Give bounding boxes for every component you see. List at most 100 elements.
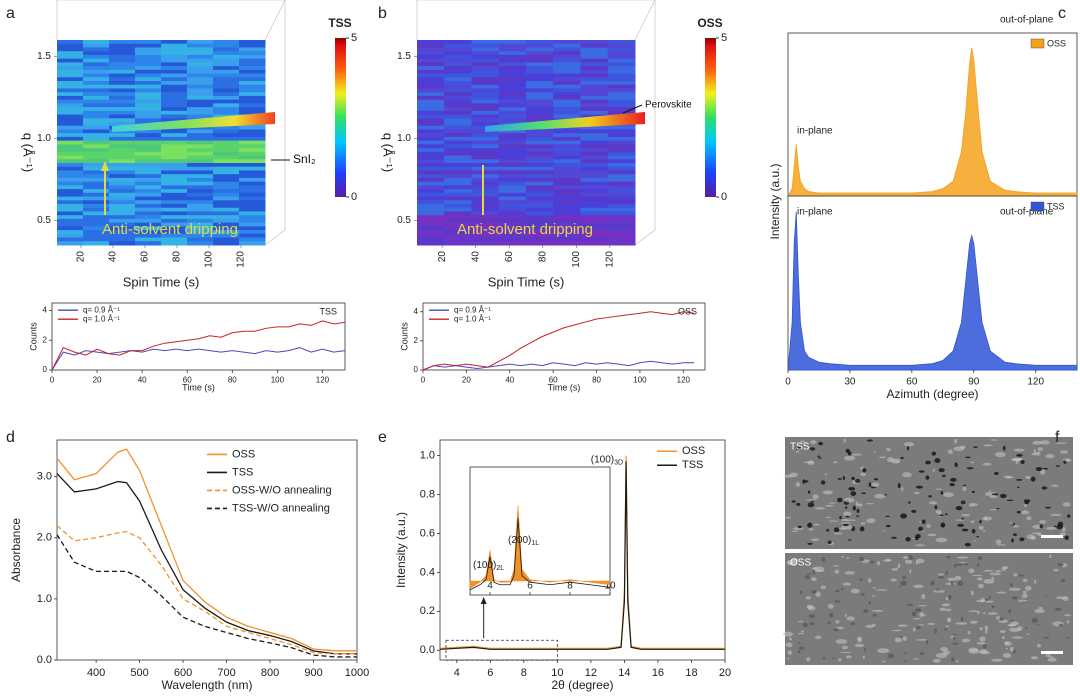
surface-cell bbox=[553, 207, 581, 212]
surface-cell bbox=[213, 174, 240, 179]
surface-cell bbox=[580, 215, 609, 220]
image-grain bbox=[955, 519, 966, 521]
image-grain bbox=[795, 450, 800, 453]
surface-cell bbox=[187, 207, 214, 212]
surface-cell bbox=[526, 144, 554, 149]
image-grain bbox=[885, 558, 892, 561]
image-grain bbox=[935, 653, 948, 659]
surface-cell bbox=[239, 148, 266, 153]
y-axis-label: Absorbance bbox=[9, 518, 23, 582]
surface-cell bbox=[417, 129, 445, 134]
annotation-subscript: 3D bbox=[614, 460, 623, 467]
image-grain bbox=[829, 612, 834, 618]
surface-cell bbox=[83, 66, 110, 71]
surface-cell bbox=[553, 66, 581, 71]
surface-cell bbox=[135, 233, 162, 239]
surface-cell bbox=[161, 177, 188, 183]
image-grain bbox=[840, 556, 845, 558]
surface-cell bbox=[57, 215, 84, 220]
surface-cell bbox=[417, 215, 445, 220]
surface-cell bbox=[607, 241, 636, 246]
surface-cell bbox=[161, 81, 188, 86]
surface-cell bbox=[526, 51, 554, 56]
surface-cell bbox=[444, 122, 472, 127]
image-grain bbox=[1035, 466, 1043, 472]
surface-cell bbox=[239, 200, 266, 205]
surface-cell bbox=[444, 204, 472, 209]
legend-label: TSS-W/O annealing bbox=[232, 502, 330, 514]
surface-cell bbox=[135, 174, 162, 179]
surface-cell bbox=[109, 237, 136, 242]
surface-cell bbox=[83, 166, 110, 171]
image-grain bbox=[885, 515, 890, 517]
image-grain bbox=[897, 624, 909, 627]
image-grain bbox=[939, 607, 946, 611]
annotation-arrow bbox=[622, 104, 643, 114]
surface-cell bbox=[498, 40, 527, 45]
surface-cell bbox=[526, 204, 554, 209]
image-grain bbox=[1023, 499, 1031, 503]
image-grain bbox=[842, 475, 845, 481]
surface-cell bbox=[135, 226, 162, 231]
surface-cell bbox=[187, 77, 214, 82]
image-grain bbox=[1053, 525, 1057, 528]
surface-cell bbox=[213, 222, 240, 227]
image-grain bbox=[925, 639, 929, 645]
surface-cell bbox=[239, 95, 266, 101]
surface-cell bbox=[607, 185, 636, 190]
surface-cell bbox=[526, 54, 554, 60]
image-grain bbox=[837, 477, 842, 480]
surface-cell bbox=[213, 92, 240, 97]
surface-cell bbox=[580, 211, 609, 216]
legend-label: q= 1.0 Å⁻¹ bbox=[83, 314, 120, 323]
surface-cell bbox=[57, 241, 84, 246]
image-grain bbox=[916, 485, 923, 489]
surface-cell bbox=[239, 159, 266, 164]
surface-cell bbox=[607, 133, 636, 138]
image-grain bbox=[900, 456, 904, 460]
surface bbox=[416, 0, 656, 246]
surface-cell bbox=[471, 148, 500, 153]
image-grain bbox=[912, 618, 922, 620]
surface-cell bbox=[526, 211, 554, 216]
surface-cell bbox=[580, 136, 609, 142]
image-grain bbox=[847, 451, 852, 456]
surface-cell bbox=[83, 136, 110, 142]
surface-cell bbox=[161, 107, 188, 112]
surface-cell bbox=[553, 140, 581, 145]
surface-cell bbox=[187, 114, 214, 119]
image-grain bbox=[887, 653, 895, 659]
surface-cell bbox=[417, 185, 445, 190]
surface-cell bbox=[444, 66, 472, 71]
surface-cell bbox=[213, 136, 240, 142]
surface-cell bbox=[187, 174, 214, 179]
surface-cell bbox=[444, 107, 472, 112]
x-tick-label: 600 bbox=[174, 667, 192, 679]
surface-cell bbox=[57, 133, 84, 138]
surface-cell bbox=[580, 185, 609, 190]
surface-cell bbox=[109, 144, 136, 149]
surface-cell bbox=[135, 40, 162, 45]
image-grain bbox=[969, 620, 978, 624]
image-grain bbox=[907, 445, 910, 451]
x-tick-label: 80 bbox=[228, 375, 237, 384]
surface-cell bbox=[553, 136, 581, 142]
surface-cell bbox=[161, 211, 188, 216]
surface-cell bbox=[213, 103, 240, 108]
surface-cell bbox=[526, 47, 554, 52]
image-grain bbox=[952, 642, 959, 645]
surface-cell bbox=[553, 95, 581, 101]
surface-cell bbox=[607, 174, 636, 179]
surface-cell bbox=[239, 103, 266, 108]
surface-cell bbox=[161, 84, 188, 89]
surface-cell bbox=[83, 77, 110, 82]
image-grain bbox=[872, 595, 875, 597]
surface-cell bbox=[417, 218, 445, 224]
surface-cell bbox=[83, 222, 110, 227]
panel-letter: b bbox=[378, 5, 387, 22]
surface-cell bbox=[187, 177, 214, 183]
image-grain bbox=[787, 650, 792, 656]
surface-cell bbox=[471, 241, 500, 246]
x-tick-label: 0 bbox=[421, 375, 426, 384]
